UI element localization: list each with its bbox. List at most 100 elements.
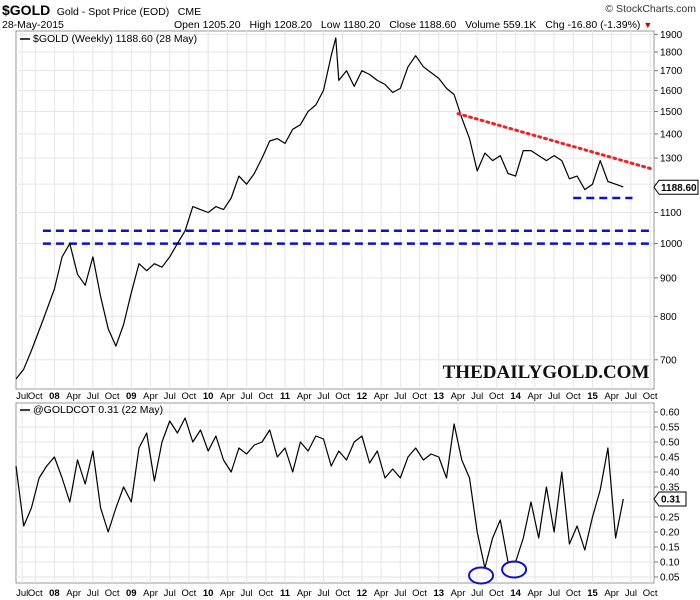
price-x-tick-label: 12 — [357, 391, 368, 402]
price-x-tick-label: Oct — [412, 391, 427, 402]
cot-x-tick-label: 15 — [587, 588, 598, 599]
price-x-tick-label: Oct — [489, 391, 504, 402]
description-label: Gold - Spot Price (EOD) — [56, 6, 170, 18]
cot-x-tick-label: 11 — [280, 588, 291, 599]
price-y-tick-label: 1800 — [660, 48, 683, 59]
price-x-tick-label: Jul — [87, 391, 99, 402]
volume-value: 559.1K — [503, 19, 537, 31]
cot-x-tick-label: Apr — [451, 588, 466, 599]
cot-x-tick-label: Oct — [258, 588, 273, 599]
cot-x-tick-label: Jul — [164, 588, 176, 599]
cot-last-value-label: 0.31 — [661, 495, 681, 506]
price-x-tick-label: Apr — [374, 391, 389, 402]
price-y-tick-label: 1100 — [660, 208, 682, 219]
price-x-tick-label: Jul — [471, 391, 483, 402]
ohlc-bar: Open 1205.20 High 1208.20 Low 1180.20 Cl… — [174, 19, 652, 31]
cot-series-line — [15, 417, 624, 569]
close-label: Close — [389, 19, 417, 31]
cot-y-tick-label: 0.20 — [660, 528, 680, 539]
cot-x-tick-label: Oct — [335, 588, 350, 599]
price-x-tick-label: Oct — [28, 391, 43, 402]
cot-x-tick-label: Jul — [317, 588, 329, 599]
price-x-tick-label: Oct — [566, 391, 581, 402]
price-x-tick-label: Oct — [258, 391, 273, 402]
high-value: 1208.20 — [274, 19, 312, 31]
price-y-tick-label: 1900 — [660, 30, 683, 41]
close-value: 1188.60 — [419, 19, 457, 31]
down-arrow-icon: ▼ — [643, 20, 653, 30]
cot-x-tick-label: Apr — [66, 588, 81, 599]
price-x-tick-label: 15 — [587, 391, 598, 402]
cot-x-tick-label: Jul — [471, 588, 483, 599]
cot-y-tick-label: 0.10 — [660, 558, 680, 569]
volume-label: Volume — [465, 19, 501, 31]
open-label: Open — [174, 19, 200, 31]
cot-x-tick-label: Apr — [297, 588, 312, 599]
price-x-tick-label: Apr — [604, 391, 619, 402]
cot-y-tick-label: 0.40 — [660, 468, 680, 479]
cot-x-tick-label: Oct — [28, 588, 43, 599]
cot-x-tick-label: Apr — [143, 588, 158, 599]
cot-x-tick-label: Oct — [566, 588, 581, 599]
cot-x-tick-label: Jul — [548, 588, 560, 599]
price-y-tick-label: 1500 — [660, 107, 683, 118]
price-y-tick-label: 900 — [660, 273, 677, 284]
cot-x-tick-label: Apr — [220, 588, 235, 599]
price-x-tick-label: Jul — [164, 391, 176, 402]
cot-x-tick-label: Apr — [374, 588, 389, 599]
cot-y-tick-label: 0.45 — [660, 453, 680, 464]
cot-x-tick-label: Oct — [643, 588, 658, 599]
price-x-tick-label: Apr — [297, 391, 312, 402]
price-y-tick-label: 700 — [660, 355, 677, 366]
cot-y-tick-label: 0.25 — [660, 513, 680, 524]
price-x-tick-label: Jul — [241, 391, 253, 402]
price-y-tick-label: 1000 — [660, 239, 683, 250]
cot-x-tick-label: Apr — [604, 588, 619, 599]
watermark-text: THEDAILYGOLD.COM — [443, 362, 650, 383]
price-x-tick-label: Apr — [451, 391, 466, 402]
price-last-value-tag — [653, 179, 699, 195]
price-x-tick-label: Jul — [394, 391, 406, 402]
cot-y-tick-label: 0.60 — [660, 408, 680, 419]
price-x-tick-label: Jul — [16, 391, 28, 402]
price-x-tick-label: 10 — [203, 391, 214, 402]
chg-label: Chg — [545, 19, 565, 31]
cot-x-tick-label: Oct — [182, 588, 197, 599]
price-x-tick-label: Apr — [66, 391, 81, 402]
price-x-tick-label: 14 — [510, 391, 521, 402]
cot-x-tick-label: 10 — [203, 588, 214, 599]
date-label: 28-May-2015 — [2, 19, 64, 31]
cot-x-tick-label: Oct — [412, 588, 427, 599]
cot-legend-label: @GOLDCOT 0.31 (22 May) — [33, 404, 163, 416]
low-label: Low — [320, 19, 341, 31]
cot-y-tick-label: 0.50 — [660, 438, 680, 449]
price-series-line — [15, 37, 624, 380]
price-x-tick-label: Apr — [527, 391, 542, 402]
cot-last-value-tag — [653, 491, 687, 507]
cot-x-tick-label: Jul — [87, 588, 99, 599]
chg-value: -16.80 (-1.39%) — [567, 19, 641, 31]
price-x-tick-label: 11 — [280, 391, 291, 402]
price-x-tick-label: Jul — [548, 391, 560, 402]
cot-x-tick-label: Apr — [527, 588, 542, 599]
cot-x-tick-label: Jul — [241, 588, 253, 599]
price-y-tick-label: 1300 — [660, 154, 683, 165]
price-last-value-label: 1188.60 — [661, 183, 697, 194]
price-x-tick-label: Apr — [220, 391, 235, 402]
exchange-label: CME — [177, 6, 202, 18]
resistance-line — [456, 112, 656, 172]
cot-x-tick-label: Jul — [16, 588, 28, 599]
cot-y-tick-label: 0.35 — [660, 483, 680, 494]
high-label: High — [249, 19, 272, 31]
cot-circle-annotation — [501, 560, 528, 579]
price-x-tick-label: Oct — [105, 391, 120, 402]
cot-x-tick-label: 14 — [510, 588, 521, 599]
price-y-tick-label: 1400 — [660, 129, 683, 140]
cot-x-tick-label: 12 — [357, 588, 368, 599]
cot-x-tick-label: Oct — [105, 588, 120, 599]
cot-circle-annotation — [468, 566, 495, 585]
symbol-label: $GOLD — [2, 2, 51, 18]
price-x-tick-label: Jul — [317, 391, 329, 402]
cot-x-tick-label: Jul — [625, 588, 637, 599]
